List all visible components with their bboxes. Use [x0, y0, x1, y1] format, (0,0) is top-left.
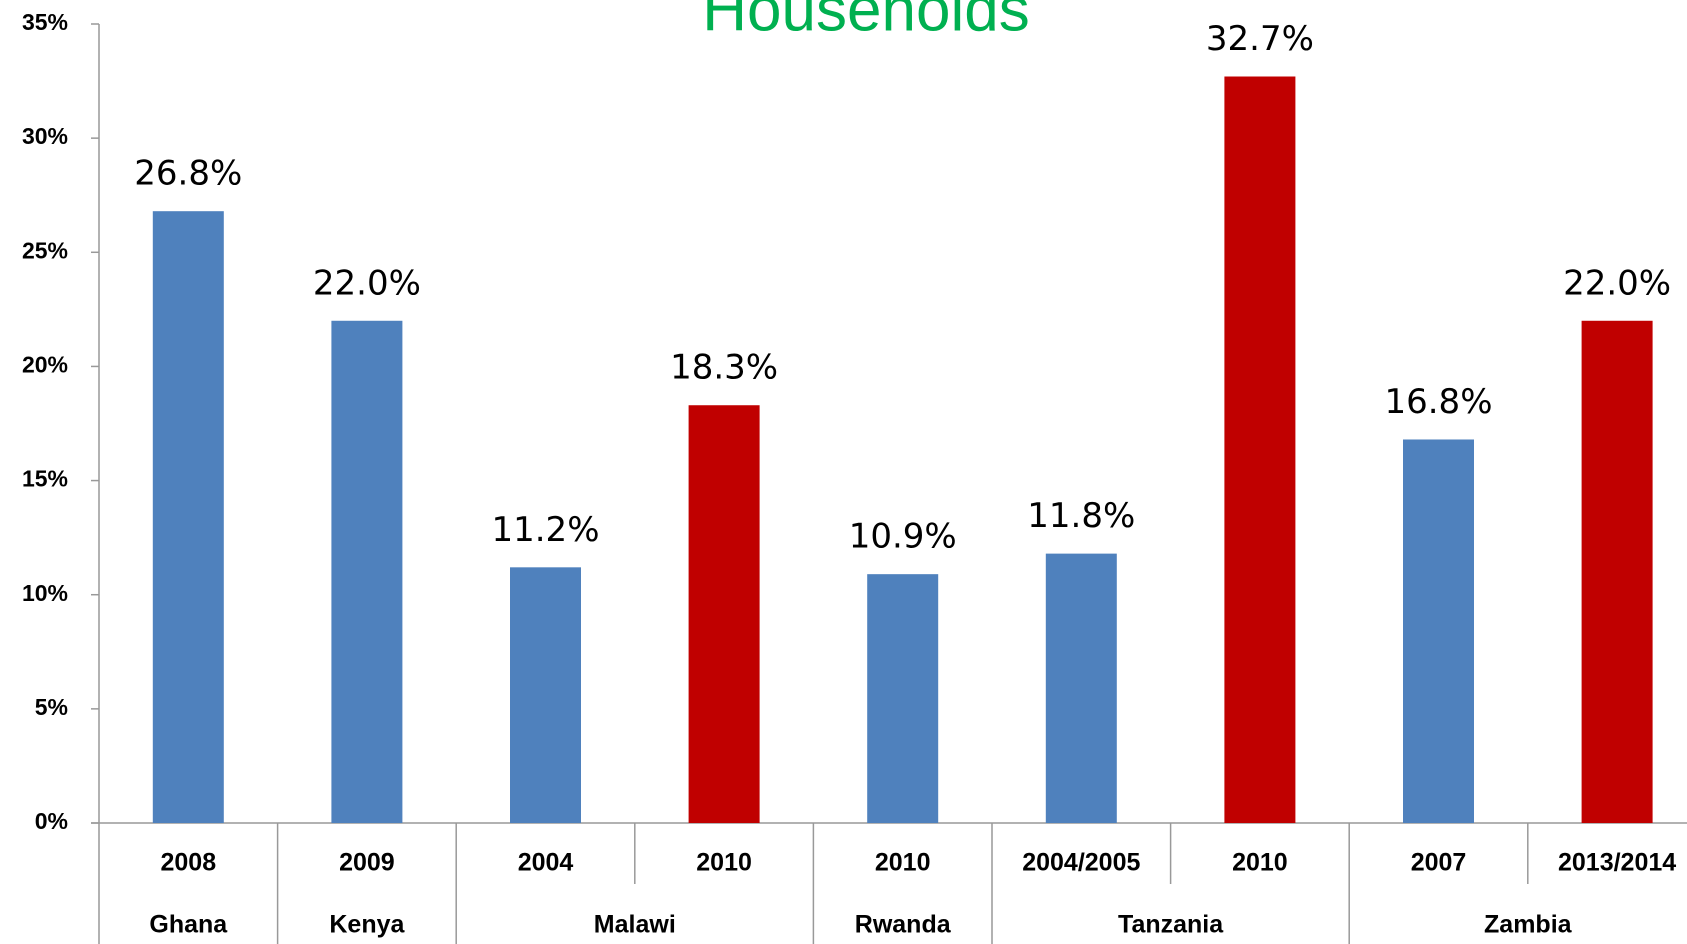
- bar: [1403, 439, 1474, 823]
- value-label: 22.0%: [313, 263, 421, 303]
- y-tick-label: 0%: [35, 808, 68, 834]
- value-label: 11.8%: [1027, 496, 1135, 536]
- y-tick-label: 25%: [22, 237, 68, 263]
- bar: [331, 321, 402, 823]
- x-tick-label: 2013/2014: [1558, 849, 1676, 877]
- group-label: Kenya: [329, 911, 405, 939]
- y-tick-label: 15%: [22, 466, 68, 492]
- x-tick-label: 2007: [1411, 849, 1467, 877]
- group-label: Zambia: [1484, 911, 1573, 939]
- y-tick-label: 5%: [35, 694, 68, 720]
- bar: [1582, 321, 1653, 823]
- x-tick-label: 2010: [1232, 849, 1288, 877]
- group-label: Ghana: [149, 911, 228, 939]
- x-tick-label: 2004/2005: [1022, 849, 1140, 877]
- x-tick-label: 2010: [696, 849, 752, 877]
- x-tick-label: 2009: [339, 849, 395, 877]
- y-tick-label: 35%: [22, 9, 68, 35]
- y-tick-label: 30%: [22, 123, 68, 149]
- y-tick-label: 10%: [22, 580, 68, 606]
- group-label: Tanzania: [1118, 911, 1224, 939]
- chart: Households 0% 5% 10% 15% 20% 25% 30% 35% 26.8% 20…: [0, 0, 1687, 944]
- x-tick-label: 2010: [875, 849, 931, 877]
- group-label: Malawi: [594, 911, 676, 939]
- value-label: 26.8%: [134, 154, 242, 194]
- bar: [689, 405, 760, 823]
- bar: [867, 574, 938, 823]
- value-label: 11.2%: [491, 510, 599, 550]
- chart-title: Households: [702, 0, 1029, 44]
- value-label: 22.0%: [1563, 263, 1671, 303]
- x-tick-label: 2008: [160, 849, 216, 877]
- value-label: 32.7%: [1206, 19, 1314, 59]
- bar: [1224, 77, 1295, 823]
- value-label: 18.3%: [670, 348, 778, 388]
- bar: [510, 567, 581, 823]
- bar: [1046, 554, 1117, 823]
- x-tick-label: 2004: [518, 849, 574, 877]
- group-label: Rwanda: [855, 911, 952, 939]
- value-label: 16.8%: [1384, 382, 1492, 422]
- y-tick-label: 20%: [22, 352, 68, 378]
- bar: [153, 211, 224, 823]
- value-label: 10.9%: [849, 517, 957, 557]
